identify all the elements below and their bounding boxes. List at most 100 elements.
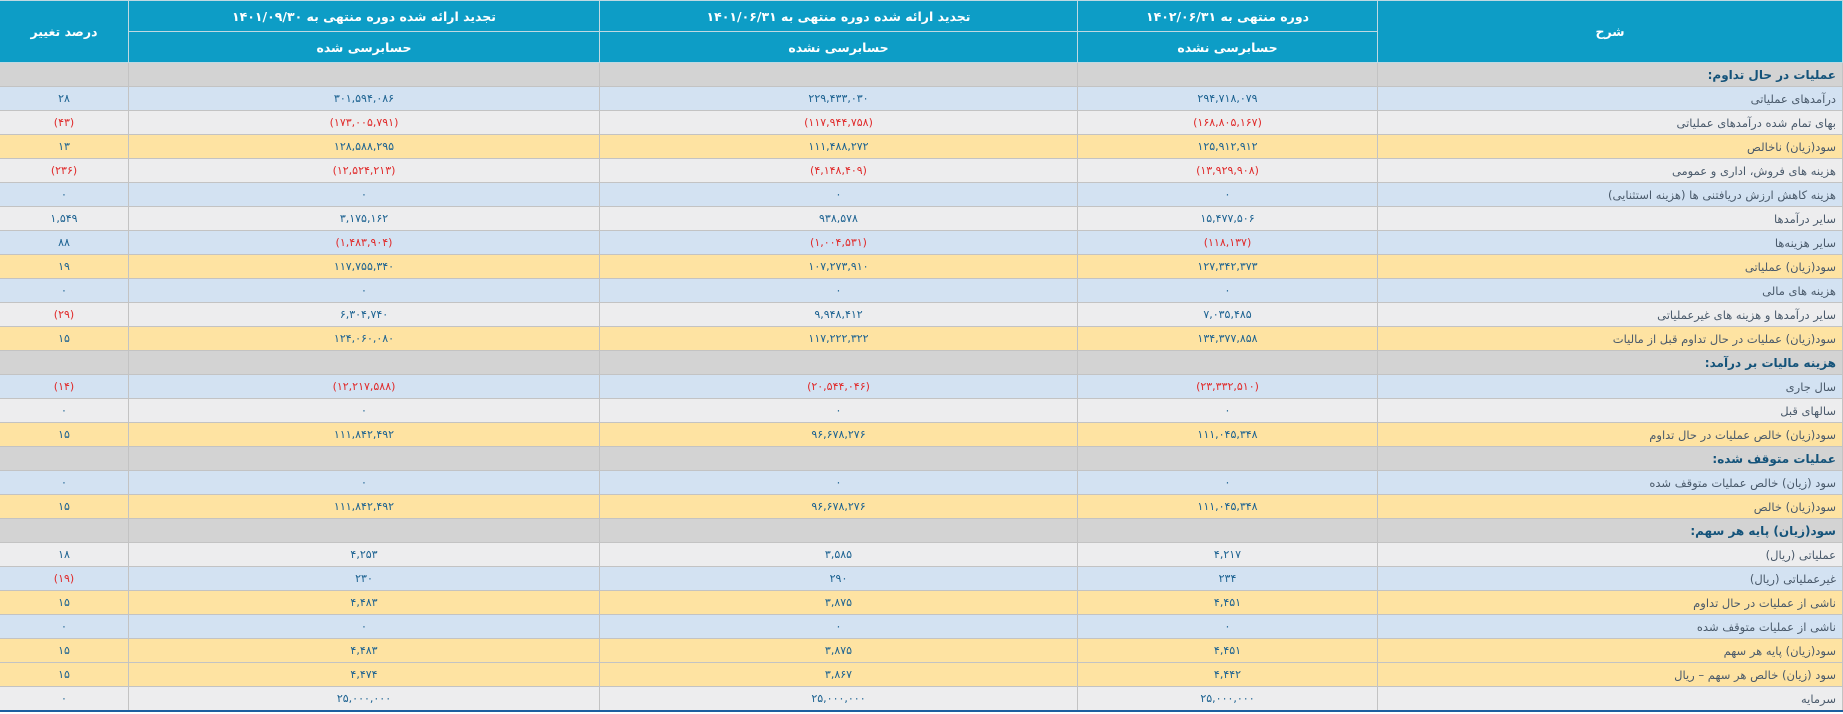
value-restated-prior-period: ۰ [599,278,1078,303]
value-current-period: (۱۳,۹۲۹,۹۰۸) [1077,158,1378,183]
value-restated-prior-period: ۹۶,۶۷۸,۲۷۶ [599,494,1078,519]
value-restated-prior-period: ۲۵,۰۰۰,۰۰۰ [599,686,1078,712]
value-restated-prior-period: ۲۲۹,۴۳۳,۰۳۰ [599,86,1078,111]
value-current-period: ۰ [1077,614,1378,639]
value-restated-annual-period: (۱۲,۲۱۷,۵۸۸) [128,374,600,399]
row-label: سود(زیان) عملیاتی [1377,254,1843,279]
section-row: هزینه مالیات بر درآمد: [0,350,1843,375]
percent-change: (۱۴) [0,374,129,399]
row-label: عملیات در حال تداوم: [1377,62,1843,87]
table-row: سود (زیان) خالص هر سهم – ریال ۴,۴۴۲ ۳,۸۶۷ ۴… [0,662,1843,687]
table-body: عملیات در حال تداوم: درآمدهای عملیاتی ۲۹۴,… [0,62,1843,712]
value-restated-prior-period: ۱۱۷,۲۲۲,۳۲۲ [599,326,1078,351]
value-restated-prior-period: ۳,۸۷۵ [599,590,1078,615]
col-header-description: شرح [1377,0,1843,63]
value-restated-annual-period [128,62,600,87]
row-label: ناشی از عملیات متوقف شده [1377,614,1843,639]
percent-change: ۱۵ [0,494,129,519]
value-current-period: ۱۲۷,۳۴۲,۳۷۳ [1077,254,1378,279]
table-row: سالهای قبل ۰ ۰ ۰ ۰ [0,398,1843,423]
value-restated-annual-period [128,518,600,543]
value-restated-annual-period: ۳۰۱,۵۹۴,۰۸۶ [128,86,600,111]
section-row: عملیات در حال تداوم: [0,62,1843,87]
value-restated-annual-period: ۰ [128,470,600,495]
value-current-period: ۰ [1077,278,1378,303]
value-restated-annual-period: ۴,۴۸۳ [128,590,600,615]
row-label: ناشی از عملیات در حال تداوم [1377,590,1843,615]
row-label: سرمایه [1377,686,1843,712]
percent-change: ۱۵ [0,590,129,615]
value-restated-prior-period [599,62,1078,87]
value-restated-annual-period: ۲۵,۰۰۰,۰۰۰ [128,686,600,712]
section-row: سود(زیان) پایه هر سهم: [0,518,1843,543]
value-restated-annual-period: ۱۱۷,۷۵۵,۳۴۰ [128,254,600,279]
table-row: سود(زیان) عملیاتی ۱۲۷,۳۴۲,۳۷۳ ۱۰۷,۲۷۳,۹۱۰ ۱… [0,254,1843,279]
value-restated-prior-period: (۴,۱۴۸,۴۰۹) [599,158,1078,183]
table-row: سود (زیان) خالص عملیات متوقف شده ۰ ۰ ۰ ۰ [0,470,1843,495]
percent-change: (۱۹) [0,566,129,591]
percent-change: ۱۵ [0,422,129,447]
value-current-period: ۱۲۵,۹۱۲,۹۱۲ [1077,134,1378,159]
value-restated-prior-period: ۳,۸۷۵ [599,638,1078,663]
value-restated-annual-period: (۱۲,۵۲۴,۲۱۳) [128,158,600,183]
value-current-period: ۴,۴۵۱ [1077,638,1378,663]
row-label: هزینه های مالی [1377,278,1843,303]
row-label: سایر هزینه‌ها [1377,230,1843,255]
row-label: هزینه های فروش، اداری و عمومی [1377,158,1843,183]
value-restated-annual-period: ۱۲۸,۵۸۸,۲۹۵ [128,134,600,159]
row-label: سود(زیان) پایه هر سهم [1377,638,1843,663]
row-label: سود (زیان) خالص هر سهم – ریال [1377,662,1843,687]
value-restated-prior-period: ۰ [599,614,1078,639]
col-header-percent-change: درصد تغییر [0,0,129,63]
row-label: سود(زیان) خالص عملیات در حال تداوم [1377,422,1843,447]
value-current-period [1077,518,1378,543]
row-label: هزینه کاهش ارزش دریافتنی ها (هزینه استثن… [1377,182,1843,207]
percent-change [0,518,129,543]
table-row: ناشی از عملیات در حال تداوم ۴,۴۵۱ ۳,۸۷۵ ۴,۴… [0,590,1843,615]
value-restated-prior-period [599,518,1078,543]
table-header: شرح دوره منتهی به ۱۴۰۲/۰۶/۳۱ تجدید ارائه… [0,0,1843,63]
table-row: سال جاری (۲۳,۳۳۲,۵۱۰) (۲۰,۵۴۴,۰۴۶) (۱۲,۲۱۷,… [0,374,1843,399]
value-current-period: (۱۶۸,۸۰۵,۱۶۷) [1077,110,1378,135]
value-restated-prior-period: ۳,۸۶۷ [599,662,1078,687]
percent-change: (۲۳۶) [0,158,129,183]
percent-change: ۱۳ [0,134,129,159]
value-current-period [1077,62,1378,87]
value-current-period: ۱۵,۴۷۷,۵۰۶ [1077,206,1378,231]
table-row: سود(زیان) ناخالص ۱۲۵,۹۱۲,۹۱۲ ۱۱۱,۴۸۸,۲۷۲ ۱۲… [0,134,1843,159]
value-restated-annual-period: ۱۱۱,۸۴۲,۴۹۲ [128,422,600,447]
col-header-period3-status: حسابرسی شده [128,31,600,63]
value-restated-annual-period: ۴,۴۸۳ [128,638,600,663]
table-row: هزینه های فروش، اداری و عمومی (۱۳,۹۲۹,۹۰۸… [0,158,1843,183]
value-current-period: ۰ [1077,470,1378,495]
section-row: عملیات متوقف شده: [0,446,1843,471]
percent-change: ۲۸ [0,86,129,111]
value-restated-prior-period: ۳,۵۸۵ [599,542,1078,567]
table-row: ناشی از عملیات متوقف شده ۰ ۰ ۰ ۰ [0,614,1843,639]
value-restated-prior-period [599,446,1078,471]
table-row: هزینه کاهش ارزش دریافتنی ها (هزینه استثن… [0,182,1843,207]
value-current-period: ۱۱۱,۰۴۵,۳۴۸ [1077,422,1378,447]
table-row: سود(زیان) خالص عملیات در حال تداوم ۱۱۱,۰۴… [0,422,1843,447]
value-restated-prior-period: (۱۱۷,۹۴۴,۷۵۸) [599,110,1078,135]
percent-change: ۰ [0,278,129,303]
table-row: عملیاتی (ریال) ۴,۲۱۷ ۳,۵۸۵ ۴,۲۵۳ ۱۸ [0,542,1843,567]
row-label: سال جاری [1377,374,1843,399]
value-restated-annual-period: ۱۲۴,۰۶۰,۰۸۰ [128,326,600,351]
row-label: هزینه مالیات بر درآمد: [1377,350,1843,375]
percent-change [0,350,129,375]
row-label: سایر درآمدها و هزینه های غیرعملیاتی [1377,302,1843,327]
table-row: سایر هزینه‌ها (۱۱۸,۱۳۷) (۱,۰۰۴,۵۳۱) (۱,۴۸۳,… [0,230,1843,255]
value-restated-annual-period [128,446,600,471]
table-row: سود(زیان) عملیات در حال تداوم قبل از مال… [0,326,1843,351]
value-restated-annual-period: ۰ [128,182,600,207]
table-row: سود(زیان) پایه هر سهم ۴,۴۵۱ ۳,۸۷۵ ۴,۴۸۳ ۱۵ [0,638,1843,663]
percent-change: (۴۳) [0,110,129,135]
value-restated-prior-period: ۱۰۷,۲۷۳,۹۱۰ [599,254,1078,279]
row-label: سود(زیان) عملیات در حال تداوم قبل از مال… [1377,326,1843,351]
percent-change: ۱۵ [0,326,129,351]
table-row: سایر درآمدها و هزینه های غیرعملیاتی ۷,۰۳۵… [0,302,1843,327]
value-restated-annual-period: ۲۳۰ [128,566,600,591]
percent-change: ۱,۵۴۹ [0,206,129,231]
